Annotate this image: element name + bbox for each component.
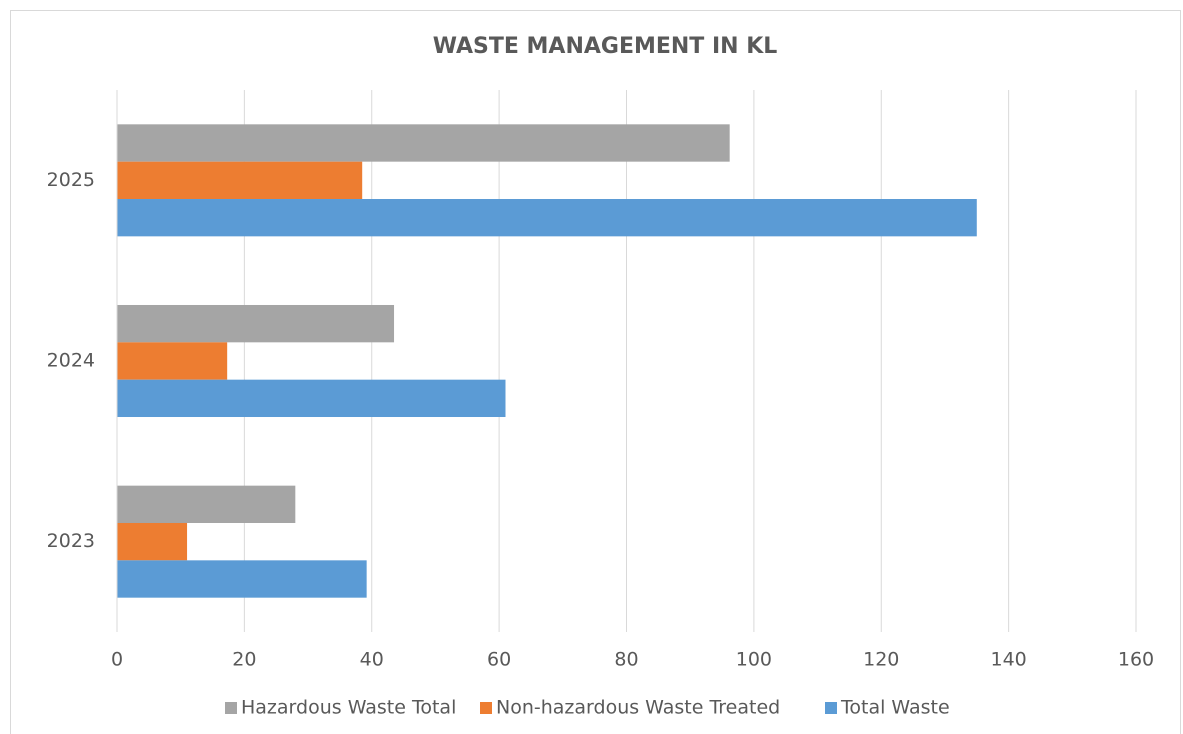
x-tick-label: 20 [232,649,256,671]
legend-swatch [825,702,837,714]
legend-swatch [225,702,237,714]
x-tick-label: 100 [736,649,772,671]
x-tick-label: 120 [863,649,899,671]
legend-label: Total Waste [840,697,950,719]
bar [117,161,363,200]
x-tick-label: 0 [111,649,123,671]
y-tick-label: 2024 [47,350,95,372]
y-tick-label: 2025 [47,169,95,191]
y-tick-label: 2023 [47,530,95,552]
bar [117,379,506,418]
legend-label: Non-hazardous Waste Treated [496,697,780,719]
x-tick-label: 40 [360,649,384,671]
legend-swatch [480,702,492,714]
legend-label: Hazardous Waste Total [241,697,456,719]
bar [117,342,228,380]
bar [117,560,367,598]
x-tick-label: 140 [990,649,1026,671]
chart-title: WASTE MANAGEMENT IN KL [433,34,778,59]
bar [117,199,977,237]
x-tick-label: 160 [1118,649,1154,671]
bar [117,485,296,523]
bar [117,522,188,561]
bar [117,124,730,162]
x-tick-label: 80 [614,649,638,671]
x-tick-label: 60 [487,649,511,671]
bar [117,304,395,343]
